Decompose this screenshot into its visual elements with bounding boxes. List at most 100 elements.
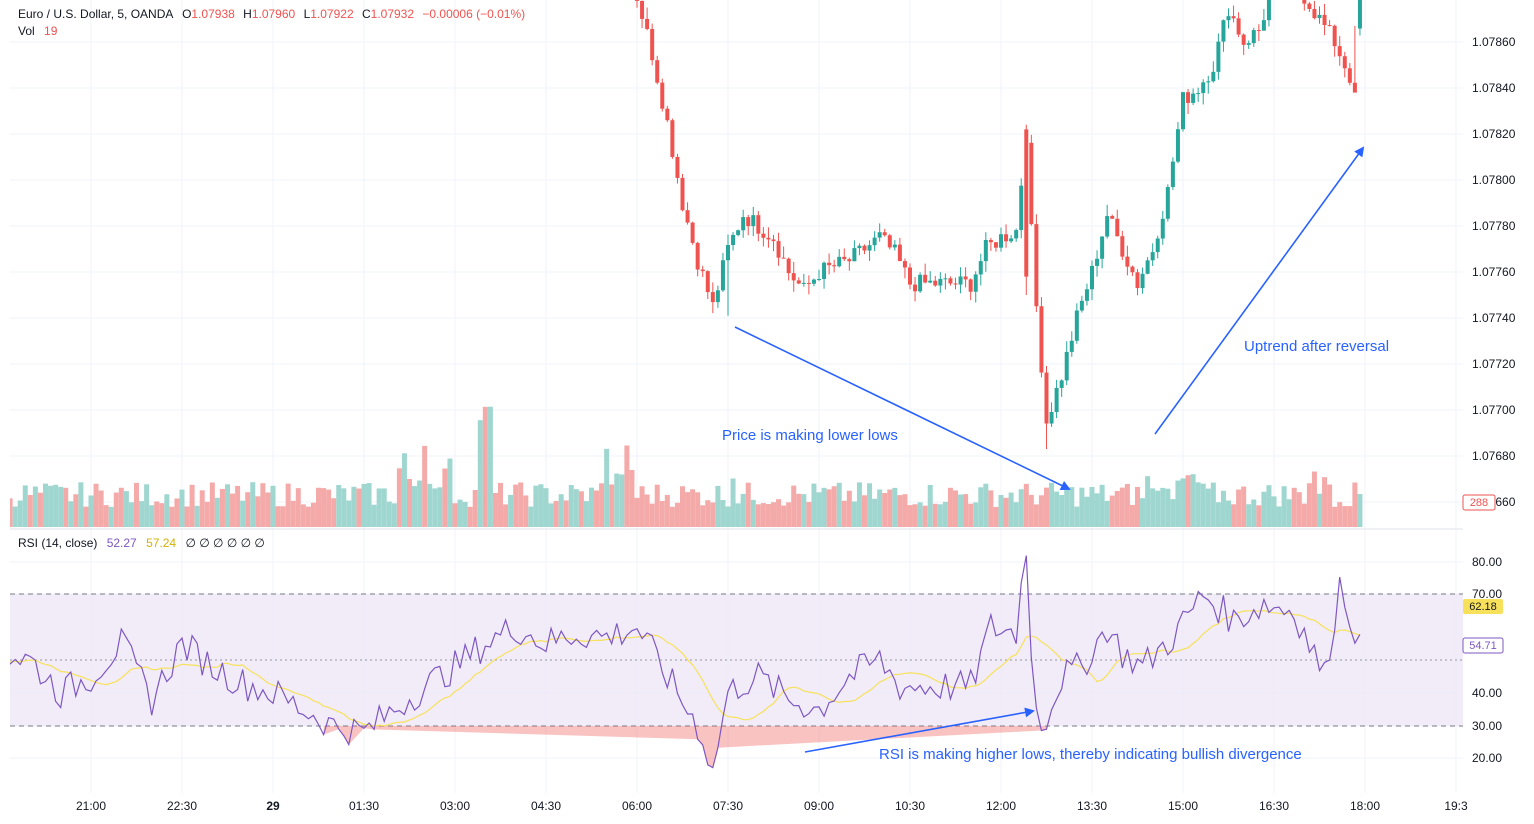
lower-lows-arrow[interactable] bbox=[734, 326, 1071, 491]
volume-bar bbox=[796, 493, 802, 527]
candle-body bbox=[862, 245, 867, 251]
volume-bar bbox=[983, 483, 989, 527]
price-axis-tick: 1.07840 bbox=[1472, 81, 1516, 95]
volume-bar bbox=[644, 494, 650, 527]
volume-bar bbox=[1200, 483, 1206, 527]
volume-bar bbox=[381, 488, 387, 527]
time-axis-tick: 19:3 bbox=[1444, 799, 1468, 813]
candle-body bbox=[726, 245, 730, 261]
volume-bar bbox=[1099, 484, 1105, 527]
time-axis[interactable]: 21:00 22:30 29 01:30 03:00 04:30 06:00 07:30 09:… bbox=[76, 799, 1468, 813]
volume-bar bbox=[1054, 491, 1060, 527]
volume-bar bbox=[786, 502, 792, 527]
volume-bar bbox=[725, 506, 731, 527]
volume-bar bbox=[821, 487, 827, 527]
rsi-axis[interactable]: 80.00 70.00 40.00 30.00 20.00 bbox=[1472, 555, 1502, 765]
candle-body bbox=[1342, 56, 1347, 69]
candle-body bbox=[1226, 16, 1231, 21]
candle-body bbox=[978, 261, 983, 275]
volume-bar bbox=[245, 492, 251, 527]
volume-bar bbox=[1276, 506, 1282, 527]
volume-bar bbox=[1008, 492, 1014, 527]
volume-bar bbox=[1266, 485, 1272, 527]
volume-bar bbox=[599, 483, 605, 527]
candle-body bbox=[1186, 92, 1191, 103]
volume-bar bbox=[695, 492, 701, 527]
volume-bar bbox=[401, 453, 407, 527]
volume-bar bbox=[735, 503, 741, 527]
divergence-annotation[interactable]: RSI is making higher lows, thereby indic… bbox=[879, 746, 1302, 763]
volume-bar bbox=[558, 494, 564, 527]
volume-bar bbox=[336, 484, 342, 527]
candle-body bbox=[1337, 46, 1342, 57]
volume-bar bbox=[73, 494, 79, 527]
volume-bar bbox=[690, 489, 696, 527]
volume-bar bbox=[88, 495, 94, 527]
candle-body bbox=[1140, 273, 1145, 289]
candle-body bbox=[1044, 372, 1049, 424]
volume-bar bbox=[629, 470, 635, 527]
volume-bar bbox=[831, 486, 837, 527]
volume-bar bbox=[1327, 484, 1333, 527]
time-axis-tick: 16:30 bbox=[1259, 799, 1289, 813]
volume-value: 19 bbox=[44, 24, 58, 38]
volume-bar bbox=[968, 503, 974, 527]
rsi-axis-tick: 40.00 bbox=[1472, 686, 1502, 700]
uptrend-arrow[interactable] bbox=[1154, 146, 1365, 435]
divergence-arrow[interactable] bbox=[804, 707, 1035, 753]
uptrend-annotation[interactable]: Uptrend after reversal bbox=[1244, 338, 1389, 355]
volume-bar bbox=[128, 502, 134, 527]
volume-bar bbox=[1124, 484, 1130, 527]
volume-bar bbox=[1226, 500, 1231, 527]
time-axis-tick: 01:30 bbox=[349, 799, 379, 813]
volume-bar bbox=[27, 495, 33, 527]
candle-body bbox=[1069, 340, 1074, 352]
volume-bar bbox=[523, 495, 529, 527]
volume-bar bbox=[1160, 487, 1166, 527]
volume-bar bbox=[897, 495, 903, 527]
volume-bar bbox=[674, 502, 680, 527]
candle-body bbox=[963, 276, 968, 280]
candle-body bbox=[973, 274, 978, 292]
price-pane[interactable] bbox=[0, 0, 1363, 527]
time-axis-tick: 04:30 bbox=[531, 799, 561, 813]
volume-bar bbox=[270, 485, 276, 527]
volume-bar bbox=[548, 503, 554, 527]
volume-bar bbox=[927, 484, 933, 527]
volume-bar bbox=[1044, 487, 1049, 527]
change-value: −0.00006 (−0.01%) bbox=[422, 7, 525, 21]
rsi-extra-values: ∅ ∅ ∅ ∅ ∅ ∅ bbox=[185, 536, 264, 550]
candle-body bbox=[948, 278, 953, 284]
lower-lows-annotation[interactable]: Price is making lower lows bbox=[722, 427, 898, 444]
volume-bar bbox=[1013, 502, 1019, 527]
volume-bar bbox=[978, 487, 984, 527]
rsi-title[interactable]: RSI (14, close) bbox=[18, 536, 97, 550]
volume-label[interactable]: Vol bbox=[18, 24, 35, 38]
volume-bar bbox=[1140, 498, 1146, 527]
volume-bar bbox=[568, 484, 574, 527]
rsi-pane[interactable] bbox=[0, 555, 1463, 769]
volume-bar bbox=[998, 495, 1004, 527]
candle-body bbox=[670, 120, 675, 157]
volume-bar bbox=[649, 503, 655, 527]
volume-bar bbox=[1089, 487, 1095, 527]
volume-bar bbox=[346, 500, 352, 527]
volume-bar bbox=[260, 483, 266, 527]
volume-bar bbox=[240, 500, 246, 527]
volume-bar bbox=[1296, 492, 1302, 527]
volume-bar bbox=[1109, 495, 1115, 527]
candle-body bbox=[1019, 185, 1024, 231]
volume-bar bbox=[1357, 494, 1363, 527]
time-axis-tick: 29 bbox=[266, 799, 280, 813]
candle-body bbox=[781, 257, 786, 259]
price-axis[interactable]: 1.07860 1.07840 1.07820 1.07800 1.07780 1.077… bbox=[1472, 35, 1516, 509]
symbol-title[interactable]: Euro / U.S. Dollar, 5, OANDA bbox=[18, 7, 173, 21]
volume-bar bbox=[624, 445, 630, 527]
candle-body bbox=[1049, 411, 1054, 424]
open-value: 1.07938 bbox=[191, 7, 235, 21]
volume-bar bbox=[326, 489, 332, 527]
volume-bar bbox=[856, 482, 862, 527]
volume-bar bbox=[472, 490, 478, 527]
candle-body bbox=[665, 108, 670, 121]
